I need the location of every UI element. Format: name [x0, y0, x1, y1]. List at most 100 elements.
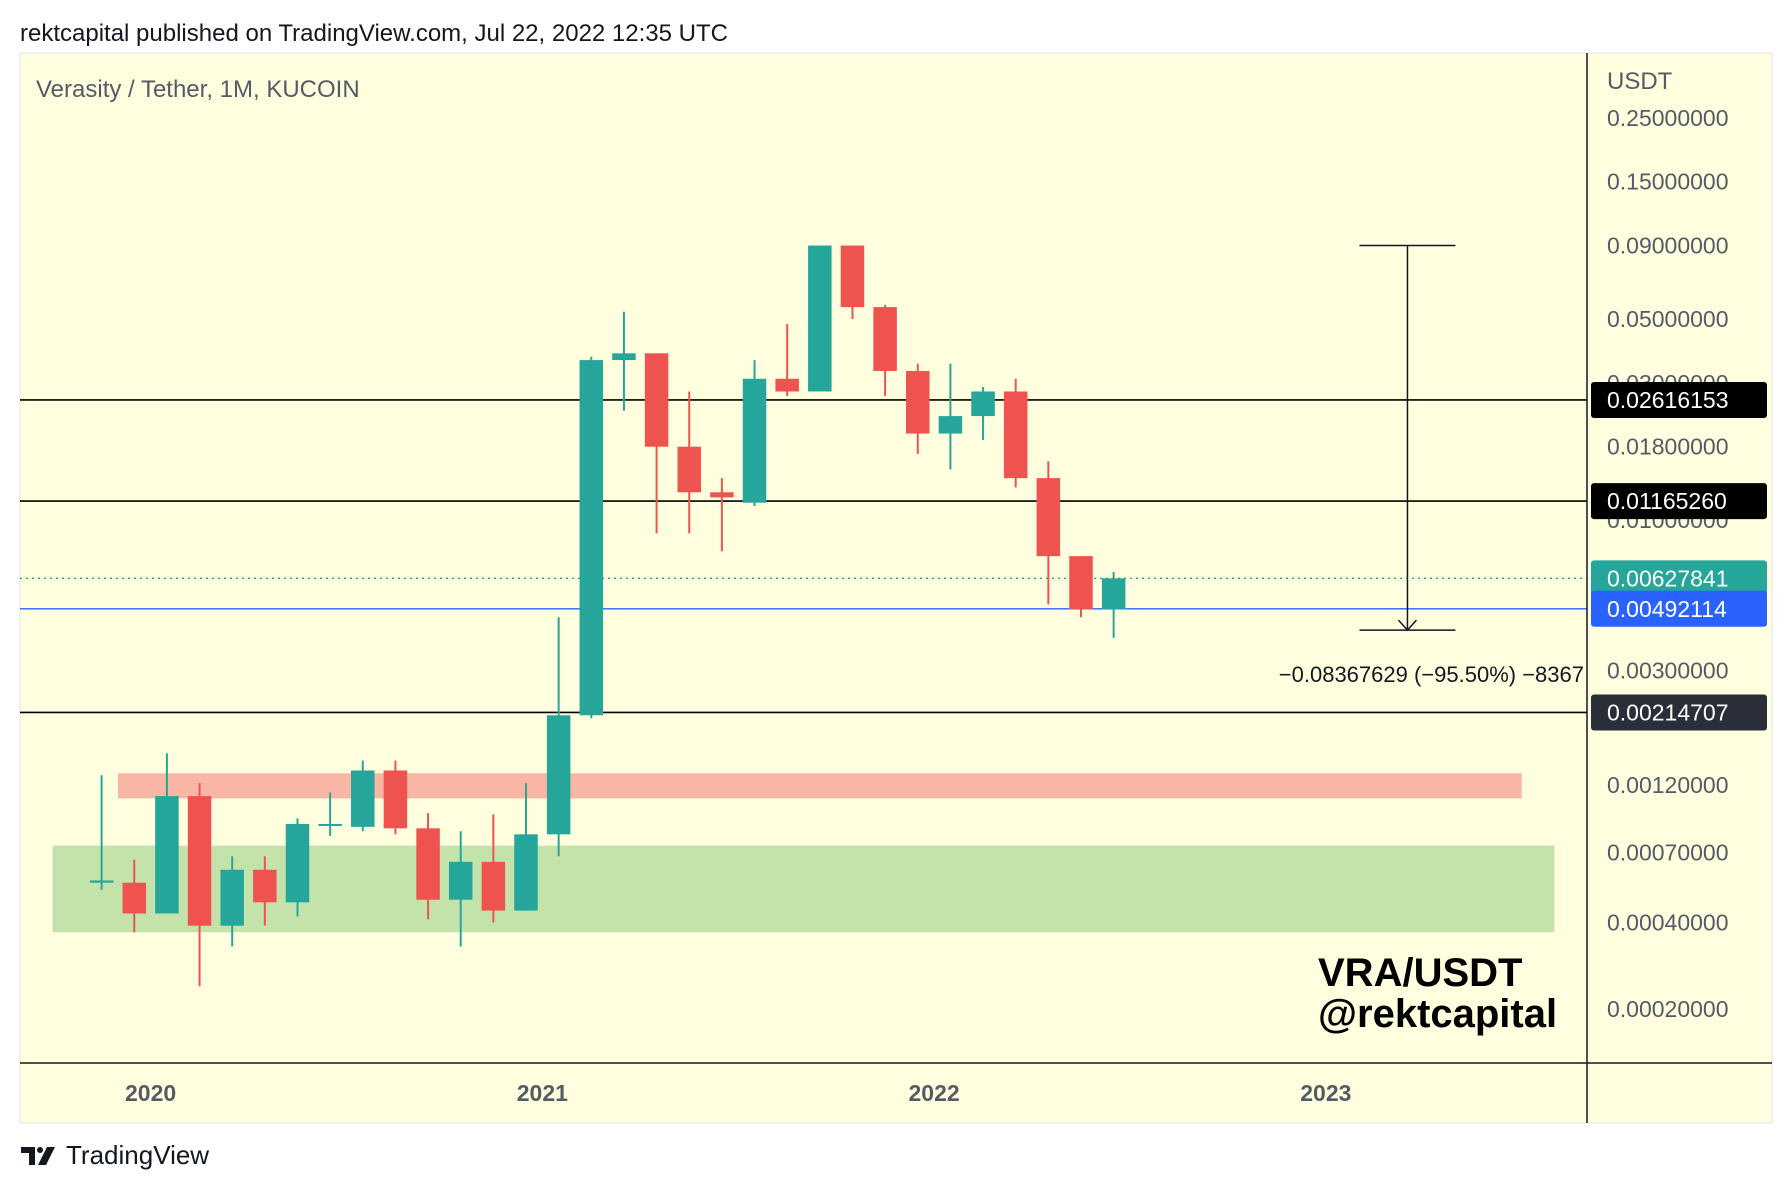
level-middle-tag: 0.01165260: [1591, 483, 1767, 520]
y-tick-label: 0.09000000: [1607, 233, 1729, 259]
candle-body: [220, 869, 244, 926]
candle-body: [840, 245, 865, 308]
candle-2022-03: [1003, 378, 1028, 488]
candle-2021-08: [775, 324, 799, 397]
candle-body: [253, 869, 277, 903]
candle-body: [1003, 391, 1028, 479]
candle-body: [351, 770, 375, 827]
pair-annotation: VRA/USDT: [1318, 951, 1522, 995]
candle-body: [808, 245, 832, 392]
measure-arrowhead: [1397, 619, 1418, 632]
price-tag-value: 0.02616153: [1607, 387, 1729, 413]
y-tick-label: 0.05000000: [1607, 306, 1729, 332]
candle-2021-07: [742, 360, 767, 507]
candle-body: [383, 770, 408, 829]
tradingview-brand: TradingView: [66, 1140, 210, 1170]
candle-2021-01: [546, 617, 571, 857]
candle-2021-12: [906, 363, 930, 454]
y-tick-label: 0.00070000: [1607, 840, 1729, 866]
candle-body: [612, 353, 636, 361]
candle-2020-01: [155, 753, 179, 914]
price-tag-bg: [1591, 590, 1767, 627]
publish-info: rektcapital published on TradingView.com…: [20, 20, 728, 47]
candle-2020-12: [514, 783, 538, 911]
candle-body: [448, 861, 473, 900]
candle-body: [318, 823, 342, 826]
candle-2019-12: [122, 859, 147, 933]
level-upper-tag: 0.02616153: [1591, 381, 1767, 418]
candle-2020-10: [448, 831, 473, 947]
candle-body: [1069, 556, 1093, 610]
price-tag-bg: [1591, 694, 1767, 731]
candle-2021-02: [579, 356, 604, 719]
chart-title: Verasity / Tether, 1M, KUCOIN: [36, 76, 360, 103]
x-tick-label: 2023: [1300, 1080, 1351, 1106]
y-tick-label: 0.15000000: [1607, 169, 1729, 195]
price-tag-value: 0.00627841: [1607, 565, 1729, 591]
y-tick-label: 0.00020000: [1607, 996, 1729, 1022]
support-zone: [52, 845, 1555, 933]
resistance-zone: [117, 773, 1522, 799]
candle-body: [1036, 478, 1061, 557]
level-lower-tag: 0.00214707: [1591, 694, 1767, 731]
candle-2020-03: [220, 856, 244, 947]
candle-body: [546, 715, 571, 835]
y-tick-label: 0.25000000: [1607, 105, 1729, 131]
candle-body: [285, 823, 310, 903]
x-tick-label: 2022: [908, 1080, 959, 1106]
author-annotation: @rektcapital: [1318, 992, 1557, 1036]
footer: TradingView: [20, 1140, 209, 1171]
candle-body: [742, 378, 767, 503]
x-tick-label: 2020: [125, 1080, 176, 1106]
candle-2022-01: [938, 363, 963, 470]
candle-2021-04: [644, 353, 669, 534]
price-tag-value: 0.00492114: [1607, 596, 1727, 622]
y-tick-label: 0.00040000: [1607, 910, 1729, 936]
candle-body: [416, 828, 440, 900]
candle-2022-05: [1069, 556, 1093, 618]
candle-body: [775, 378, 799, 392]
chart-background: [19, 52, 1773, 1124]
candle-2020-02: [187, 783, 212, 987]
candle-body: [187, 796, 212, 926]
candle-body: [579, 360, 604, 716]
price-tag-value: 0.00214707: [1607, 699, 1729, 725]
candle-body: [481, 861, 506, 911]
tradingview-logo-icon: [21, 1146, 55, 1165]
price-tag-value: 0.01165260: [1607, 488, 1727, 514]
x-tick-label: 2021: [517, 1080, 568, 1106]
candle-2019-11: [89, 775, 114, 890]
candle-2022-04: [1036, 461, 1061, 605]
candle-2022-02: [971, 387, 995, 440]
candle-2020-08: [383, 760, 408, 835]
candle-body: [971, 391, 995, 417]
candle-body: [677, 446, 701, 493]
price-tag-bg: [1591, 381, 1767, 418]
candle-2020-06: [318, 792, 342, 836]
measure-low-tag: 0.00492114: [1591, 590, 1767, 627]
candle-body: [89, 880, 114, 883]
candle-body: [906, 370, 930, 434]
y-tick-label: 0.00300000: [1607, 658, 1729, 684]
candle-body: [122, 882, 147, 914]
y-axis-unit: USDT: [1607, 68, 1673, 95]
candle-2020-09: [416, 813, 440, 920]
candle-2020-11: [481, 814, 506, 923]
candle-2021-11: [873, 304, 897, 397]
candle-2020-07: [351, 760, 375, 832]
candle-body: [873, 307, 897, 371]
candle-body: [710, 492, 734, 498]
candle-2020-05: [285, 818, 310, 917]
candle-2020-04: [253, 856, 277, 926]
candle-2021-10: [840, 245, 865, 320]
y-tick-label: 0.01800000: [1607, 434, 1729, 460]
candle-body: [155, 796, 179, 914]
candle-2021-03: [612, 311, 636, 411]
candle-2021-06: [710, 478, 734, 552]
candle-body: [938, 416, 963, 434]
candle-2021-05: [677, 391, 701, 534]
candle-2021-09: [808, 245, 832, 392]
candle-body: [644, 353, 669, 447]
y-tick-label: 0.00120000: [1607, 772, 1729, 798]
